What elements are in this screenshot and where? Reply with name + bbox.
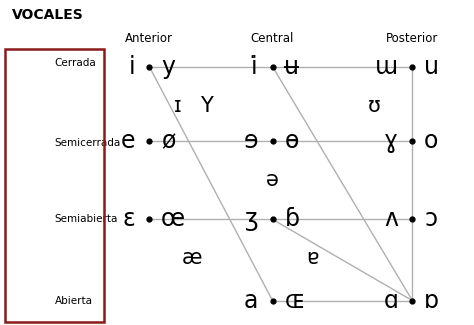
- Text: Cerrada: Cerrada: [55, 58, 96, 69]
- Text: ɪ: ɪ: [174, 96, 182, 116]
- Text: i̇: i̇: [252, 55, 258, 79]
- Text: ɶ: ɶ: [284, 289, 305, 313]
- Text: VOCALES: VOCALES: [12, 8, 83, 22]
- Text: œ: œ: [161, 207, 185, 231]
- Text: ɣ: ɣ: [384, 129, 398, 153]
- Text: ø: ø: [161, 129, 175, 153]
- Text: ɔ: ɔ: [424, 207, 437, 231]
- Text: ʌ: ʌ: [384, 207, 398, 231]
- Text: y: y: [161, 55, 175, 79]
- Text: ɐ: ɐ: [307, 248, 319, 268]
- Text: æ: æ: [182, 248, 202, 268]
- Text: ʉ: ʉ: [284, 55, 300, 79]
- Text: ɛ: ɛ: [122, 207, 135, 231]
- Text: e: e: [120, 129, 135, 153]
- Text: Anterior: Anterior: [125, 32, 173, 46]
- Text: ɯ: ɯ: [375, 55, 398, 79]
- Text: a: a: [244, 289, 258, 313]
- Text: ɑ: ɑ: [383, 289, 398, 313]
- Text: ɘ: ɘ: [244, 129, 258, 153]
- Text: ʊ: ʊ: [368, 96, 381, 116]
- Text: ɵ: ɵ: [284, 129, 299, 153]
- Text: Y: Y: [200, 96, 213, 116]
- Text: Posterior: Posterior: [386, 32, 438, 46]
- Text: Semiabierta: Semiabierta: [55, 214, 118, 225]
- Text: u: u: [424, 55, 439, 79]
- Text: o: o: [424, 129, 438, 153]
- Text: ʒ: ʒ: [245, 207, 258, 231]
- Text: Central: Central: [251, 32, 294, 46]
- Text: ə: ə: [266, 170, 279, 190]
- Text: ɒ: ɒ: [424, 289, 439, 313]
- Text: ɓ: ɓ: [284, 207, 300, 231]
- Text: Semicerrada: Semicerrada: [55, 138, 121, 148]
- Text: i: i: [128, 55, 135, 79]
- Text: Abierta: Abierta: [55, 296, 92, 306]
